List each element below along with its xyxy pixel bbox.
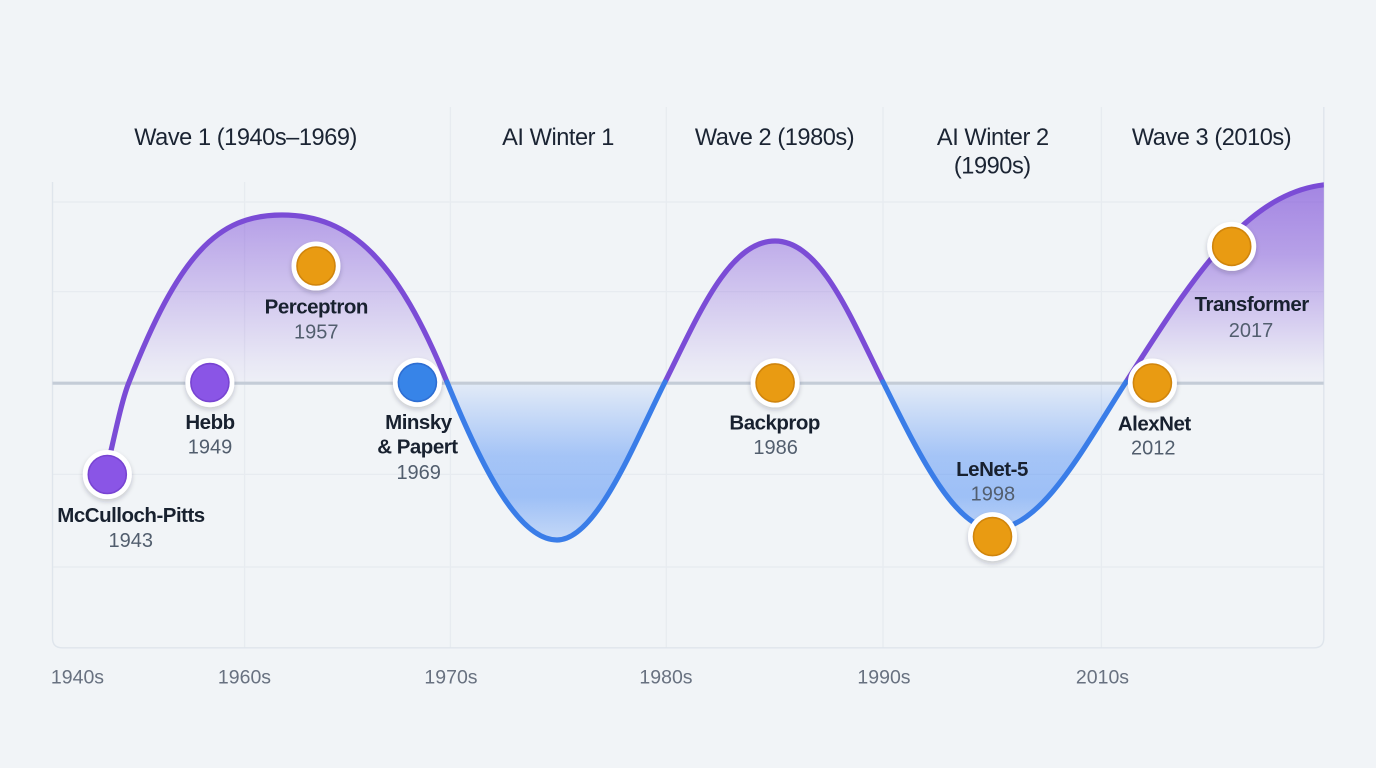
svg-text:Hebb: Hebb bbox=[185, 411, 234, 434]
svg-text:2012: 2012 bbox=[1131, 438, 1176, 460]
svg-text:AlexNet: AlexNet bbox=[1118, 412, 1192, 435]
svg-text:& Papert: & Papert bbox=[377, 436, 458, 459]
svg-text:AI Winter 1: AI Winter 1 bbox=[502, 125, 614, 151]
svg-text:LeNet-5: LeNet-5 bbox=[956, 458, 1028, 481]
svg-text:1957: 1957 bbox=[294, 321, 339, 343]
svg-text:1980s: 1980s bbox=[639, 667, 692, 689]
svg-text:Perceptron: Perceptron bbox=[265, 296, 368, 319]
svg-text:1990s: 1990s bbox=[857, 667, 910, 689]
svg-text:1969: 1969 bbox=[396, 462, 441, 484]
svg-text:1949: 1949 bbox=[188, 437, 233, 459]
svg-text:Minsky: Minsky bbox=[385, 411, 453, 434]
svg-text:1986: 1986 bbox=[753, 437, 798, 459]
svg-text:Wave 1 (1940s–1969): Wave 1 (1940s–1969) bbox=[134, 125, 357, 151]
svg-text:1960s: 1960s bbox=[218, 667, 271, 689]
svg-text:1998: 1998 bbox=[971, 483, 1016, 505]
svg-text:AI Winter 2: AI Winter 2 bbox=[937, 125, 1049, 151]
svg-text:1943: 1943 bbox=[109, 530, 154, 552]
svg-text:2017: 2017 bbox=[1229, 320, 1274, 342]
svg-text:Wave 2 (1980s): Wave 2 (1980s) bbox=[695, 125, 854, 151]
svg-text:Backprop: Backprop bbox=[729, 412, 820, 435]
svg-text:1970s: 1970s bbox=[424, 667, 477, 689]
svg-text:(1990s): (1990s) bbox=[954, 154, 1031, 180]
svg-text:Wave 3 (2010s): Wave 3 (2010s) bbox=[1132, 125, 1291, 151]
svg-text:Transformer: Transformer bbox=[1195, 293, 1310, 316]
svg-text:2010s: 2010s bbox=[1076, 667, 1129, 689]
svg-text:1940s: 1940s bbox=[51, 667, 104, 689]
svg-text:McCulloch-Pitts: McCulloch-Pitts bbox=[57, 504, 204, 527]
